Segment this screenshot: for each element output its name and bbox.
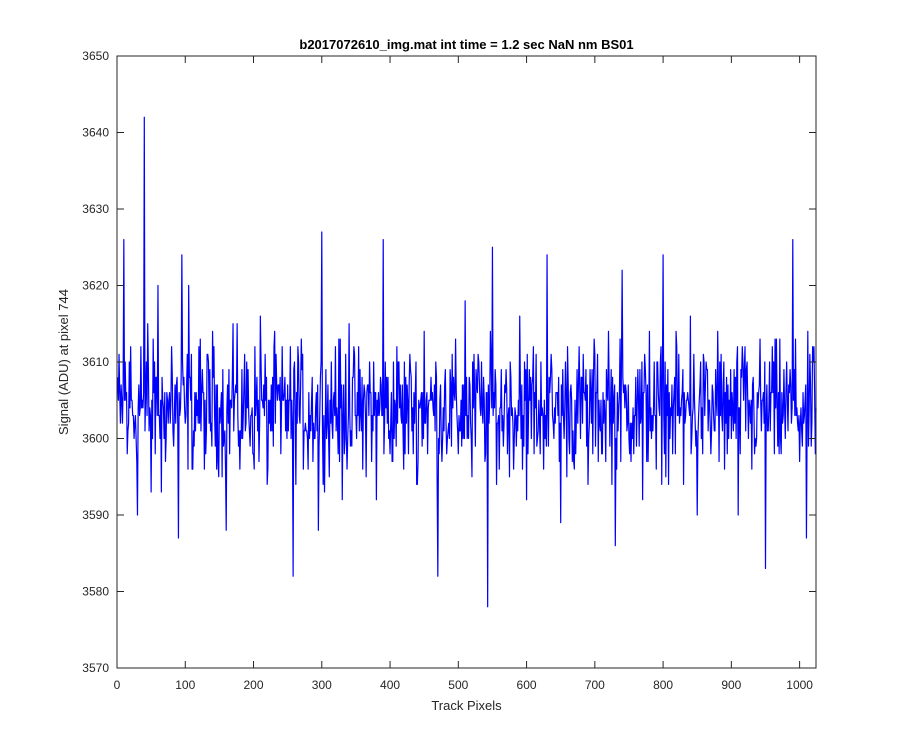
plot-area — [117, 56, 816, 668]
y-axis-ticks: 3570 3580 3590 3600 3610 3620 3630 3640 3650 — [82, 49, 816, 675]
x-tick-label: 500 — [448, 678, 468, 692]
y-tick-label: 3650 — [82, 49, 109, 63]
x-tick-label: 300 — [312, 678, 332, 692]
y-tick-label: 3580 — [82, 585, 109, 599]
y-tick-label: 3590 — [82, 508, 109, 522]
y-tick-label: 3610 — [82, 355, 109, 369]
x-tick-label: 100 — [175, 678, 195, 692]
x-tick-label: 700 — [585, 678, 605, 692]
y-tick-label: 3630 — [82, 202, 109, 216]
series-line — [117, 116, 817, 608]
y-tick-label: 3640 — [82, 126, 109, 140]
x-tick-label: 800 — [653, 678, 673, 692]
x-tick-label: 600 — [517, 678, 537, 692]
y-tick-label: 3570 — [82, 661, 109, 675]
y-axis-label: Signal (ADU) at pixel 744 — [56, 289, 71, 435]
x-tick-label: 900 — [721, 678, 741, 692]
y-tick-label: 3600 — [82, 432, 109, 446]
x-tick-label: 200 — [244, 678, 264, 692]
series-group — [117, 116, 817, 608]
x-tick-label: 400 — [380, 678, 400, 692]
chart-title: b2017072610_img.mat int time = 1.2 sec N… — [299, 37, 633, 52]
x-tick-label: 0 — [114, 678, 121, 692]
y-tick-label: 3620 — [82, 279, 109, 293]
x-axis-label: Track Pixels — [431, 698, 502, 713]
x-axis-ticks: 0 100 200 300 400 500 600 700 800 900 1000 — [114, 56, 813, 692]
x-tick-label: 1000 — [786, 678, 813, 692]
